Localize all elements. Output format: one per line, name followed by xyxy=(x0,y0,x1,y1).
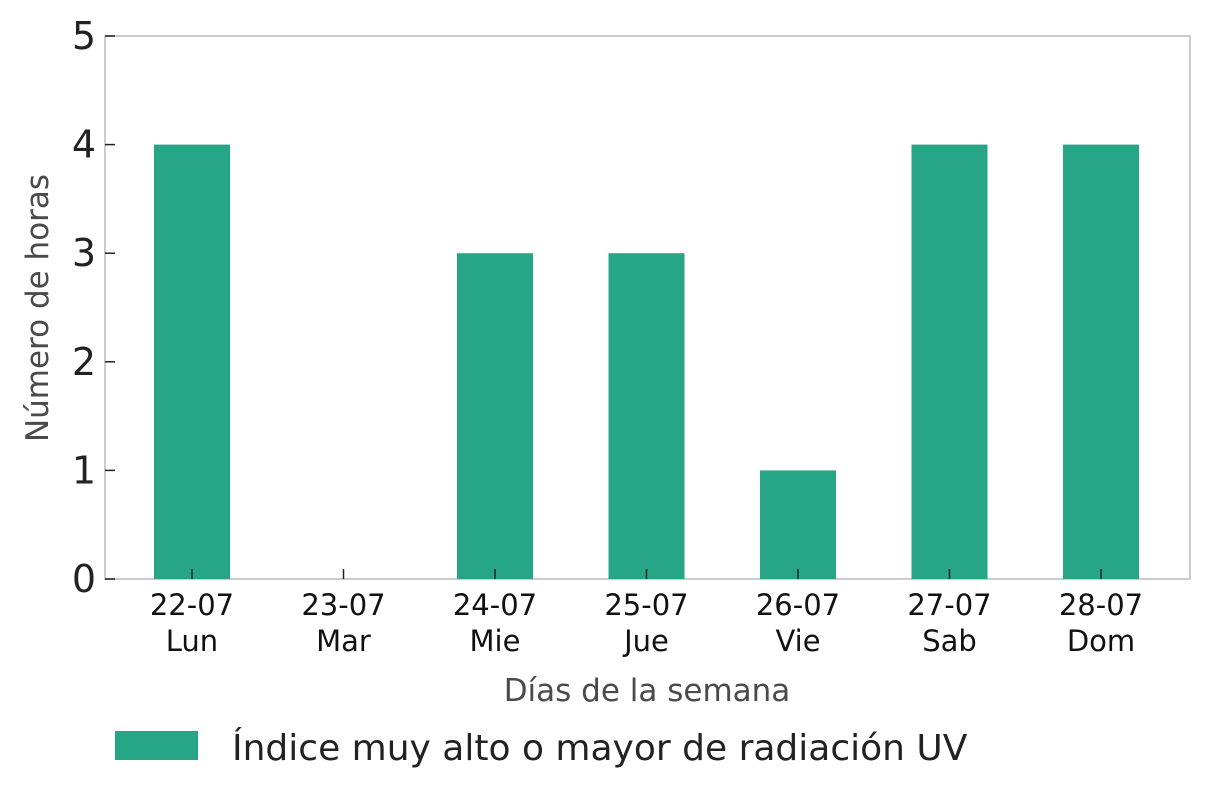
x-tick-label-date: 22-07 xyxy=(150,588,234,622)
y-tick-label: 1 xyxy=(72,448,96,492)
x-axis-label: Días de la semana xyxy=(504,673,791,709)
bar-25-07 xyxy=(608,253,685,579)
x-tick-label-date: 26-07 xyxy=(756,588,840,622)
x-tick-label-day: Jue xyxy=(622,624,669,658)
legend: Índice muy alto o mayor de radiación UV xyxy=(115,727,968,769)
x-tick-label-date: 24-07 xyxy=(453,588,537,622)
y-tick-label: 0 xyxy=(72,557,96,601)
bar-28-07 xyxy=(1063,144,1139,579)
y-tick-label: 3 xyxy=(72,231,96,275)
bars-group xyxy=(154,144,1139,579)
y-tick-label: 2 xyxy=(72,340,96,384)
bar-26-07 xyxy=(760,470,836,579)
y-axis-label: Número de horas xyxy=(20,174,56,442)
x-tick-label-date: 27-07 xyxy=(907,588,991,622)
x-tick-label-date: 28-07 xyxy=(1059,588,1143,622)
y-ticks-group: 0 1 2 3 4 5 xyxy=(72,14,115,601)
legend-label: Índice muy alto o mayor de radiación UV xyxy=(232,727,968,769)
x-tick-label-day: Vie xyxy=(775,624,820,658)
x-tick-label-day: Lun xyxy=(166,624,218,658)
legend-swatch xyxy=(115,731,198,760)
x-tick-label-day: Mar xyxy=(316,624,371,658)
x-tick-label-day: Mie xyxy=(470,624,521,658)
bar-27-07 xyxy=(911,144,988,579)
y-tick-label: 5 xyxy=(72,14,96,58)
x-tick-label-date: 23-07 xyxy=(301,588,385,622)
y-tick-label: 4 xyxy=(72,123,96,167)
x-tick-label-date: 25-07 xyxy=(604,588,688,622)
x-tick-label-day: Sab xyxy=(922,624,977,658)
bar-22-07 xyxy=(154,144,230,579)
x-tick-label-day: Dom xyxy=(1067,624,1135,658)
bar-24-07 xyxy=(457,253,533,579)
